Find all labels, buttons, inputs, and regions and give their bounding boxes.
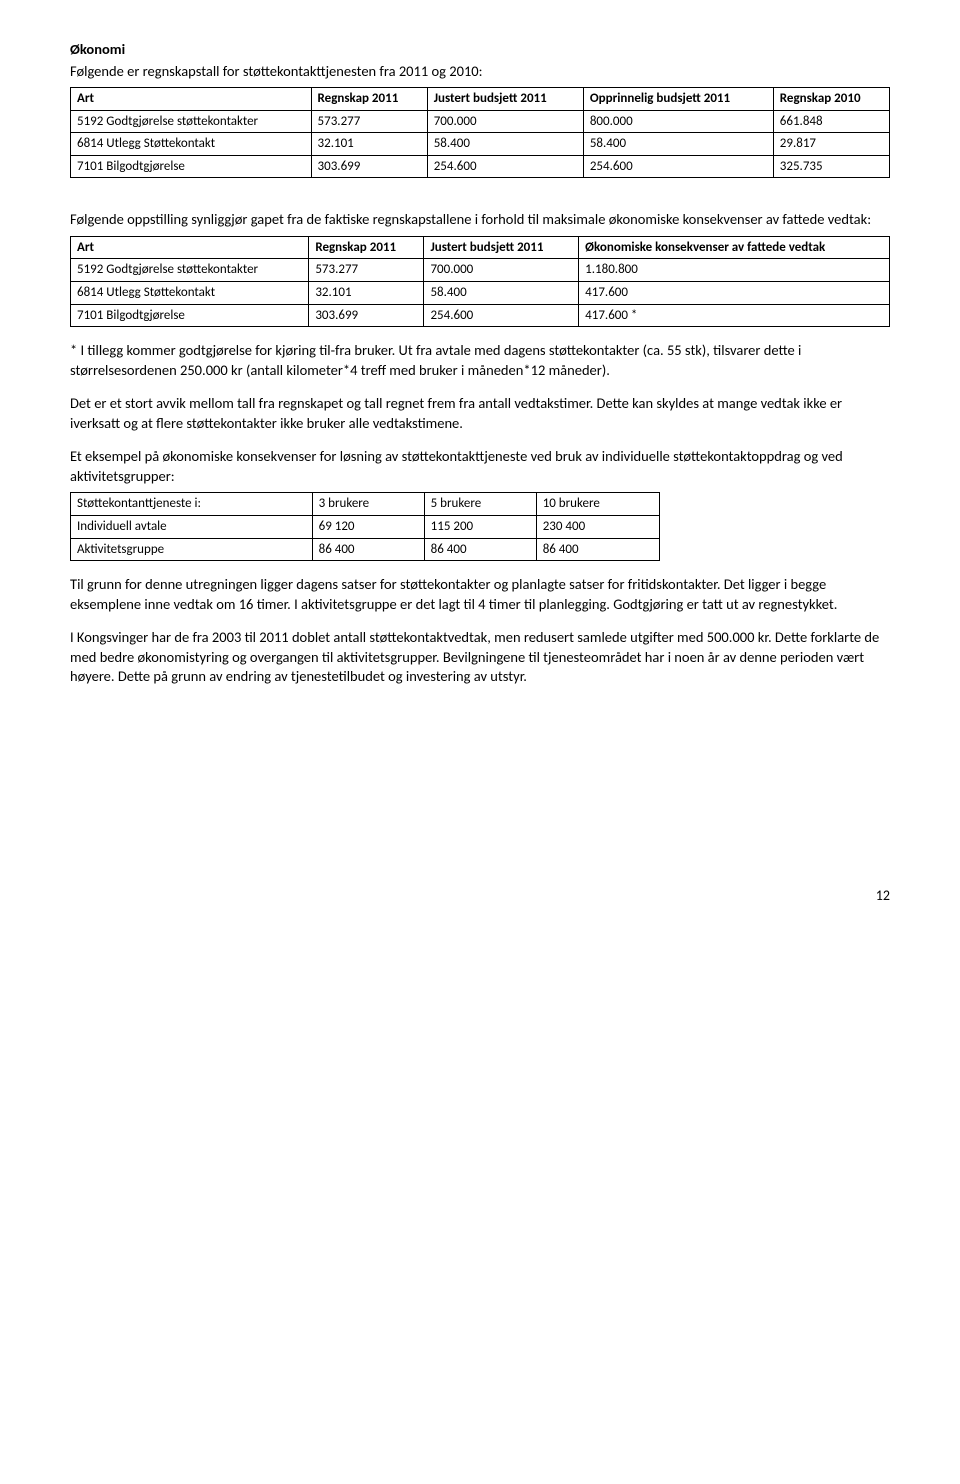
td: 303.699 <box>311 155 427 178</box>
table-header-row: Støttekontanttjeneste i: 3 brukere 5 bru… <box>71 493 660 516</box>
paragraph-utregning: Til grunn for denne utregningen ligger d… <box>70 575 890 614</box>
th: 10 brukere <box>536 493 660 516</box>
td: 800.000 <box>583 110 773 133</box>
td: 69 120 <box>312 515 424 538</box>
td: 32.101 <box>309 281 424 304</box>
table-regnskap-2: Art Regnskap 2011 Justert budsjett 2011 … <box>70 236 890 327</box>
td: Aktivitetsgruppe <box>71 538 313 561</box>
th: Opprinnelig budsjett 2011 <box>583 88 773 111</box>
table-row: 6814 Utlegg Støttekontakt 32.101 58.400 … <box>71 281 890 304</box>
td: 230 400 <box>536 515 660 538</box>
th: Art <box>71 236 309 259</box>
td: 86 400 <box>312 538 424 561</box>
table-row: 7101 Bilgodtgjørelse 303.699 254.600 417… <box>71 304 890 327</box>
th: Regnskap 2011 <box>309 236 424 259</box>
heading-okonomi: Økonomi <box>70 40 890 60</box>
td: 417.600 * <box>579 304 890 327</box>
td: 86 400 <box>536 538 660 561</box>
table-row: 6814 Utlegg Støttekontakt 32.101 58.400 … <box>71 133 890 156</box>
th: Økonomiske konsekvenser av fattede vedta… <box>579 236 890 259</box>
th: Art <box>71 88 312 111</box>
table-row: Aktivitetsgruppe 86 400 86 400 86 400 <box>71 538 660 561</box>
td: 417.600 <box>579 281 890 304</box>
td: 1.180.800 <box>579 259 890 282</box>
td: 573.277 <box>311 110 427 133</box>
table-row: 5192 Godtgjørelse støttekontakter 573.27… <box>71 259 890 282</box>
th: Regnskap 2011 <box>311 88 427 111</box>
th: 3 brukere <box>312 493 424 516</box>
paragraph-kongsvinger: I Kongsvinger har de fra 2003 til 2011 d… <box>70 628 890 687</box>
td: 86 400 <box>424 538 536 561</box>
td: 254.600 <box>427 155 583 178</box>
table-header-row: Art Regnskap 2011 Justert budsjett 2011 … <box>71 236 890 259</box>
th: 5 brukere <box>424 493 536 516</box>
td: 254.600 <box>583 155 773 178</box>
td: 7101 Bilgodtgjørelse <box>71 304 309 327</box>
td: 325.735 <box>773 155 889 178</box>
th: Justert budsjett 2011 <box>424 236 579 259</box>
th: Regnskap 2010 <box>773 88 889 111</box>
td: 32.101 <box>311 133 427 156</box>
table-regnskap-1: Art Regnskap 2011 Justert budsjett 2011 … <box>70 87 890 178</box>
td: 58.400 <box>583 133 773 156</box>
td: 58.400 <box>427 133 583 156</box>
td: Individuell avtale <box>71 515 313 538</box>
td: 661.848 <box>773 110 889 133</box>
td: 5192 Godtgjørelse støttekontakter <box>71 110 312 133</box>
paragraph-footnote: * I tillegg kommer godtgjørelse for kjør… <box>70 341 890 380</box>
paragraph-avvik: Det er et stort avvik mellom tall fra re… <box>70 394 890 433</box>
td: 254.600 <box>424 304 579 327</box>
table-header-row: Art Regnskap 2011 Justert budsjett 2011 … <box>71 88 890 111</box>
page-number: 12 <box>70 887 890 906</box>
table-row: 5192 Godtgjørelse støttekontakter 573.27… <box>71 110 890 133</box>
td: 5192 Godtgjørelse støttekontakter <box>71 259 309 282</box>
th: Støttekontanttjeneste i: <box>71 493 313 516</box>
intro-text-2: Følgende oppstilling synliggjør gapet fr… <box>70 210 890 230</box>
table-row: Individuell avtale 69 120 115 200 230 40… <box>71 515 660 538</box>
td: 6814 Utlegg Støttekontakt <box>71 133 312 156</box>
paragraph-eksempel: Et eksempel på økonomiske konsekvenser f… <box>70 447 890 486</box>
td: 700.000 <box>424 259 579 282</box>
td: 700.000 <box>427 110 583 133</box>
td: 303.699 <box>309 304 424 327</box>
td: 573.277 <box>309 259 424 282</box>
td: 29.817 <box>773 133 889 156</box>
td: 115 200 <box>424 515 536 538</box>
td: 6814 Utlegg Støttekontakt <box>71 281 309 304</box>
th: Justert budsjett 2011 <box>427 88 583 111</box>
td: 58.400 <box>424 281 579 304</box>
table-row: 7101 Bilgodtgjørelse 303.699 254.600 254… <box>71 155 890 178</box>
table-eksempel: Støttekontanttjeneste i: 3 brukere 5 bru… <box>70 492 660 561</box>
intro-text-1: Følgende er regnskapstall for støttekont… <box>70 62 890 82</box>
td: 7101 Bilgodtgjørelse <box>71 155 312 178</box>
